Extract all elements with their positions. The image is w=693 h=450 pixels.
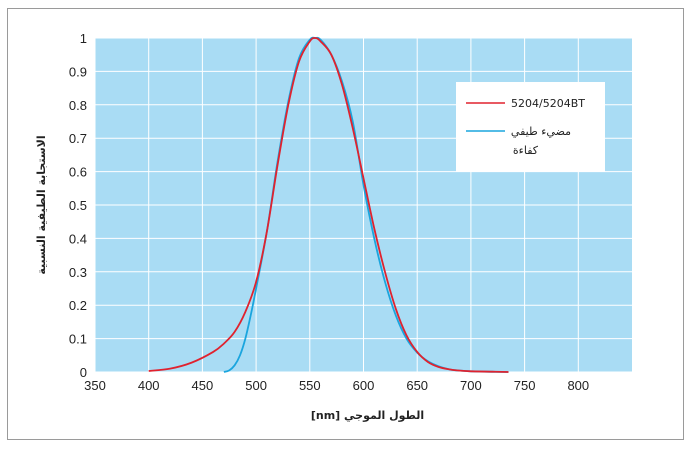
- legend-label-5204: 5204/5204BT: [511, 97, 585, 110]
- x-tick-label: 400: [138, 378, 160, 393]
- y-tick-label: 0.3: [69, 265, 87, 280]
- series-layer: [148, 36, 509, 373]
- y-tick-label: 0.8: [69, 98, 87, 113]
- x-tick-label: 500: [245, 378, 267, 393]
- legend-label-luminous-line1: مضيء طيفي: [511, 125, 571, 138]
- x-axis-title: الطول الموجي [nm]: [311, 409, 424, 422]
- series-line-5204: [148, 37, 509, 373]
- y-tick-label: 0.5: [69, 198, 87, 213]
- y-tick-label: 0.1: [69, 332, 87, 347]
- y-tick-label: 0.6: [69, 165, 87, 180]
- x-tick-label: 750: [514, 378, 536, 393]
- y-tick-label: 1: [80, 31, 87, 46]
- y-tick-label: 0: [80, 365, 87, 380]
- x-tick-label: 700: [460, 378, 482, 393]
- y-tick-label: 0.9: [69, 64, 87, 79]
- x-tick-label: 600: [353, 378, 375, 393]
- y-tick-label: 0.2: [69, 298, 87, 313]
- legend-label-luminous-line2: كفاءة: [513, 144, 539, 157]
- y-axis-title: الاستجابة الطيفية النسبية: [35, 135, 48, 274]
- y-tick-label: 0.4: [69, 231, 87, 246]
- x-tick-label: 650: [406, 378, 428, 393]
- y-axis-ticks: 0 0.1 0.2 0.3 0.4 0.5 0.6 0.7 0.8 0.9 1: [69, 31, 87, 380]
- legend-box: [456, 82, 605, 172]
- x-tick-label: 450: [192, 378, 214, 393]
- x-tick-label: 350: [84, 378, 106, 393]
- x-axis-ticks: 350 400 450 500 550 600 650 700 750 800: [84, 378, 589, 393]
- x-tick-label: 550: [299, 378, 321, 393]
- y-tick-label: 0.7: [69, 131, 87, 146]
- legend: 5204/5204BT مضيء طيفي كفاءة: [456, 82, 605, 172]
- x-tick-label: 800: [567, 378, 589, 393]
